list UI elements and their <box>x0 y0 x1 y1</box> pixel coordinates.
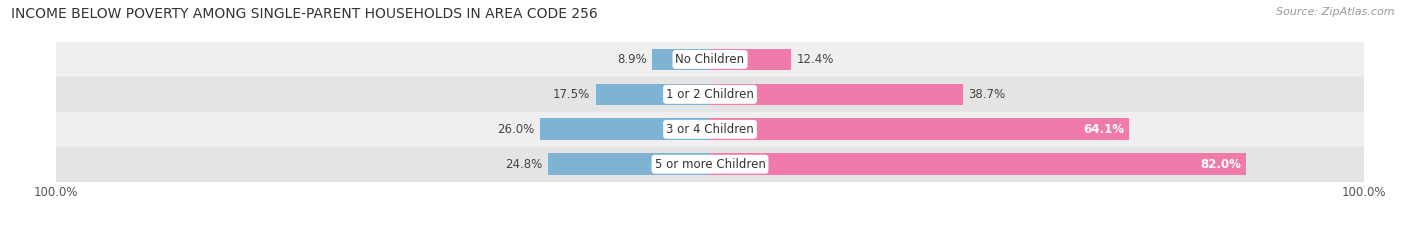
Text: 5 or more Children: 5 or more Children <box>655 158 765 171</box>
Text: Source: ZipAtlas.com: Source: ZipAtlas.com <box>1277 7 1395 17</box>
Bar <box>56 77 1364 112</box>
Text: 1 or 2 Children: 1 or 2 Children <box>666 88 754 101</box>
Text: INCOME BELOW POVERTY AMONG SINGLE-PARENT HOUSEHOLDS IN AREA CODE 256: INCOME BELOW POVERTY AMONG SINGLE-PARENT… <box>11 7 598 21</box>
Bar <box>596 83 710 105</box>
Bar <box>540 118 710 140</box>
Text: 82.0%: 82.0% <box>1201 158 1241 171</box>
Text: 8.9%: 8.9% <box>617 53 647 66</box>
Bar <box>548 153 710 175</box>
Bar <box>652 49 710 70</box>
Bar <box>710 83 963 105</box>
Text: 17.5%: 17.5% <box>553 88 591 101</box>
Bar <box>56 42 1364 77</box>
Text: 12.4%: 12.4% <box>796 53 834 66</box>
Text: 64.1%: 64.1% <box>1083 123 1123 136</box>
Bar <box>710 49 792 70</box>
Text: 26.0%: 26.0% <box>498 123 534 136</box>
Bar <box>56 147 1364 182</box>
Bar <box>710 153 1246 175</box>
Text: 3 or 4 Children: 3 or 4 Children <box>666 123 754 136</box>
Text: No Children: No Children <box>675 53 745 66</box>
Text: 24.8%: 24.8% <box>505 158 543 171</box>
Bar <box>56 112 1364 147</box>
Bar <box>710 118 1129 140</box>
Text: 38.7%: 38.7% <box>969 88 1005 101</box>
